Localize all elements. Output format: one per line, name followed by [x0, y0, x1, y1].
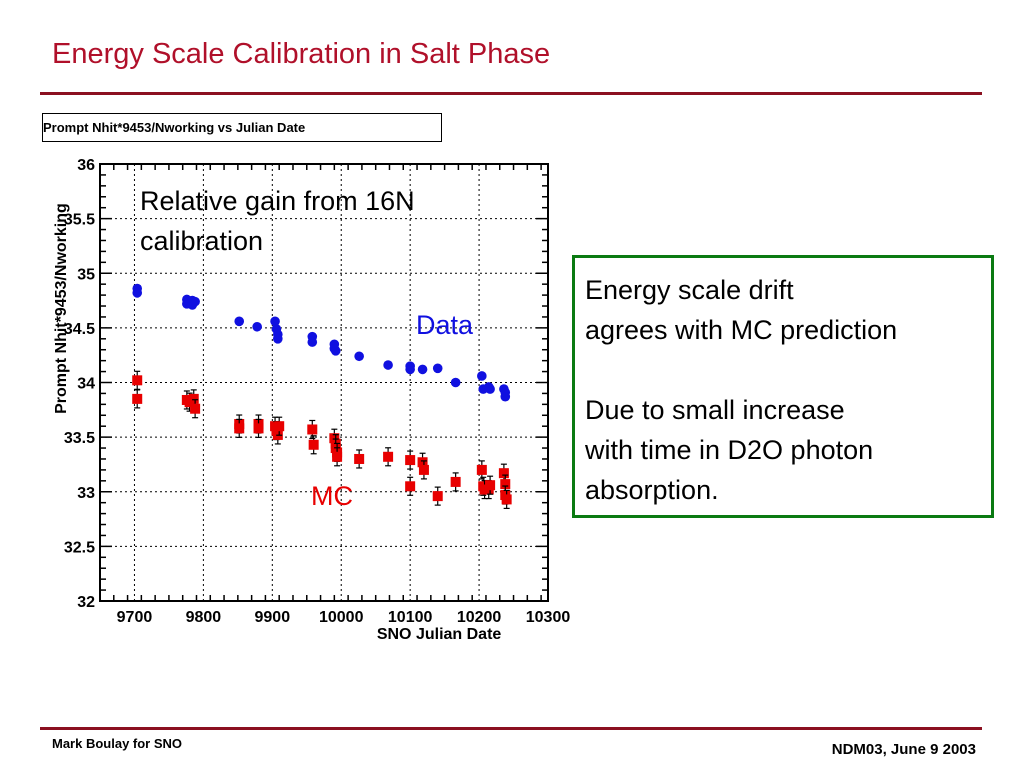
y-tick-label: 34: [77, 376, 95, 393]
conclusion-callout: Energy scale drift agrees with MC predic…: [572, 255, 994, 518]
mc-point: [308, 439, 319, 450]
data-layer: [132, 283, 512, 509]
y-tick-label: 33.5: [64, 430, 95, 447]
x-tick-label: 9900: [255, 609, 291, 626]
x-tick-label: 10100: [388, 609, 433, 626]
footer-rule: [40, 727, 982, 730]
data-point: [477, 371, 487, 381]
series-label-data: Data: [416, 310, 474, 340]
data-point: [307, 337, 318, 347]
mc-point: [234, 423, 245, 434]
mc-point: [501, 494, 512, 505]
mc-point: [190, 403, 201, 414]
mc-point: [417, 457, 428, 468]
mc-point: [383, 451, 394, 462]
data-point: [432, 363, 443, 374]
mc-point: [498, 468, 509, 479]
mc-point: [418, 464, 429, 475]
mc-point: [188, 393, 199, 404]
ticks-layer: [99, 163, 548, 602]
x-tick-label: 10300: [526, 609, 571, 626]
data-point: [234, 316, 245, 327]
data-point: [450, 377, 461, 388]
x-axis-label: SNO Julian Date: [377, 626, 502, 643]
data-point: [132, 288, 143, 298]
annotation-line: calibration: [140, 226, 263, 256]
y-tick-label: 35: [77, 266, 95, 283]
x-tick-label: 10000: [319, 609, 364, 626]
footer-conference: NDM03, June 9 2003: [831, 741, 976, 758]
data-point: [252, 321, 262, 332]
x-tick-label: 9800: [186, 609, 222, 626]
mc-point: [432, 491, 443, 502]
tick-labels: 9700 9800 9900 10000 10100 10200 10300 32 32.5 33…: [64, 157, 570, 626]
x-tick-label: 10200: [457, 609, 502, 626]
callout-text-absorption: Due to small increase with time in D2O p…: [585, 395, 874, 505]
mc-point: [405, 481, 416, 492]
data-point: [383, 360, 393, 370]
mc-point: [132, 375, 143, 386]
data-point: [405, 364, 415, 375]
mc-point: [329, 433, 340, 444]
data-point: [273, 334, 283, 344]
data-point: [270, 316, 280, 327]
mc-point: [354, 453, 365, 464]
mc-point: [307, 424, 318, 435]
series-label-mc: MC: [311, 481, 353, 511]
mc-point: [274, 421, 285, 432]
mc-point: [132, 393, 143, 404]
mc-point: [332, 451, 343, 462]
data-point: [354, 351, 364, 362]
footer-author: Mark Boulay for SNO: [52, 736, 183, 751]
annotation-line: Relative gain from 16N: [140, 186, 415, 216]
data-point: [417, 364, 428, 375]
y-tick-label: 32.5: [64, 539, 95, 556]
histogram-title-box: Prompt Nhit*9453/Nworking vs Julian Date: [42, 113, 442, 142]
calibration-annotation: Relative gain from 16N calibration: [140, 186, 415, 256]
y-tick-label: 34.5: [64, 321, 95, 338]
data-point: [500, 391, 511, 402]
mc-point: [405, 455, 416, 466]
title-underline: [40, 92, 982, 95]
data-point: [330, 346, 341, 356]
data-point: [485, 384, 495, 394]
y-tick-label: 32: [77, 594, 95, 611]
mc-point: [253, 423, 264, 434]
y-tick-label: 36: [77, 157, 95, 174]
x-tick-label: 9700: [117, 609, 153, 626]
y-tick-label: 35.5: [64, 212, 95, 229]
mc-point: [485, 480, 496, 491]
slide-title: Energy Scale Calibration in Salt Phase: [52, 38, 551, 70]
mc-point: [476, 464, 487, 475]
callout-text-drift: Energy scale drift agrees with MC predic…: [585, 275, 898, 345]
mc-point: [450, 476, 461, 487]
y-tick-label: 33: [77, 485, 95, 502]
mc-point: [500, 479, 511, 490]
y-axis-label: Prompt Nhit*9453/Nworking: [53, 203, 70, 414]
data-point: [190, 296, 200, 307]
